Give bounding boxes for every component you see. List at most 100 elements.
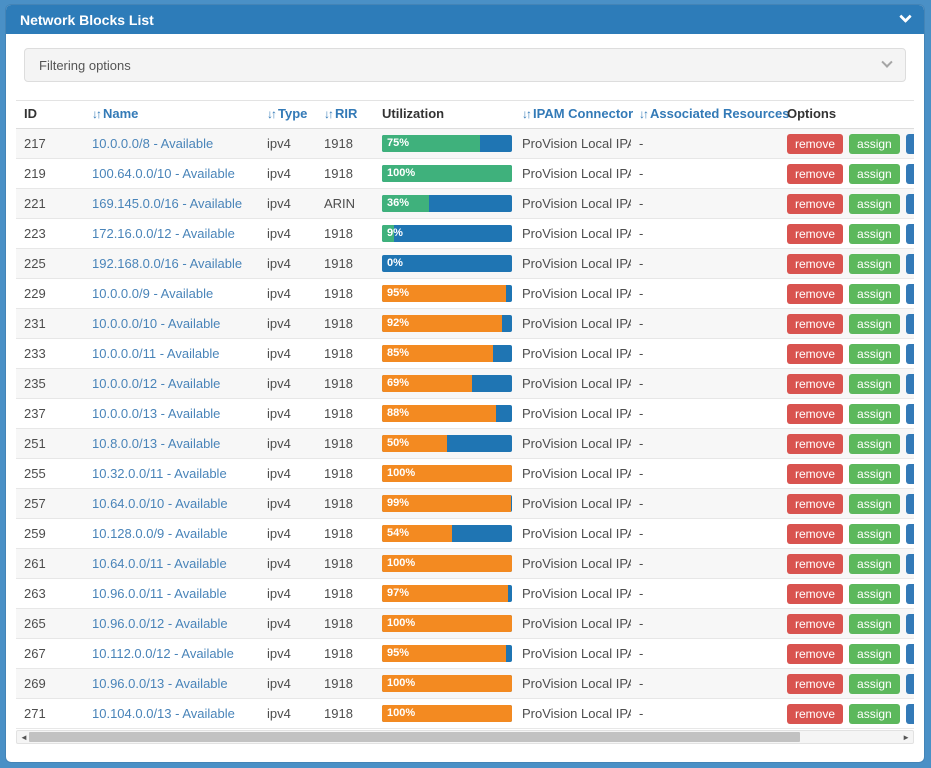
assign-button[interactable]: assign [849,523,900,544]
assign-button[interactable]: assign [849,463,900,484]
assign-button[interactable]: assign [849,283,900,304]
sync-button[interactable]: sync [905,493,914,514]
remove-button[interactable]: remove [787,523,844,544]
assign-button[interactable]: assign [849,193,900,214]
block-link[interactable]: 10.64.0.0/11 - Available [92,556,227,571]
remove-button[interactable]: remove [787,373,844,394]
remove-button[interactable]: remove [787,583,844,604]
block-link[interactable]: 192.168.0.0/16 - Available [92,256,243,271]
panel-header[interactable]: Network Blocks List [6,5,924,34]
sync-button[interactable]: sync [905,283,914,304]
column-header-ipam-connector[interactable]: ↓↑ IPAM Connector [514,100,633,129]
remove-button[interactable]: remove [787,343,844,364]
cell-rir: ARIN [316,188,374,219]
remove-button[interactable]: remove [787,643,844,664]
sync-button[interactable]: sync [905,253,914,274]
block-link[interactable]: 10.64.0.0/10 - Available [92,496,228,511]
remove-button[interactable]: remove [787,313,844,334]
table-row: 269 10.96.0.0/13 - Available ipv4 1918 100% P… [16,668,914,699]
column-header-associated-resources[interactable]: ↓↑ Associated Resources [631,100,789,129]
assign-button[interactable]: assign [849,343,900,364]
assign-button[interactable]: assign [849,703,900,724]
sync-button[interactable]: sync [905,313,914,334]
remove-button[interactable]: remove [787,253,844,274]
remove-button[interactable]: remove [787,403,844,424]
remove-button[interactable]: remove [787,553,844,574]
remove-button[interactable]: remove [787,673,844,694]
remove-button[interactable]: remove [787,433,844,454]
remove-button[interactable]: remove [787,613,844,634]
remove-button[interactable]: remove [787,223,844,244]
assign-button[interactable]: assign [849,133,900,154]
block-link[interactable]: 10.96.0.0/13 - Available [92,676,228,691]
sync-button[interactable]: sync [905,343,914,364]
block-link[interactable]: 10.104.0.0/13 - Available [92,706,235,721]
column-header-type[interactable]: ↓↑ Type [259,100,316,129]
sync-button[interactable]: sync [905,553,914,574]
block-link[interactable]: 10.0.0.0/11 - Available [92,346,220,361]
sync-button[interactable]: sync [905,403,914,424]
sync-button[interactable]: sync [905,163,914,184]
collapse-chevron-icon[interactable] [899,10,912,24]
block-link[interactable]: 100.64.0.0/10 - Available [92,166,235,181]
sync-button[interactable]: sync [905,583,914,604]
sync-button[interactable]: sync [905,463,914,484]
scroll-right-arrow-icon[interactable]: ► [902,733,910,742]
block-link[interactable]: 10.8.0.0/13 - Available [92,436,221,451]
block-link[interactable]: 10.96.0.0/12 - Available [92,616,228,631]
block-link[interactable]: 10.0.0.0/13 - Available [92,406,221,421]
assign-button[interactable]: assign [849,643,900,664]
block-link[interactable]: 10.0.0.0/12 - Available [92,376,221,391]
block-link[interactable]: 172.16.0.0/12 - Available [92,226,235,241]
sync-button[interactable]: sync [905,703,914,724]
column-header-rir[interactable]: ↓↑ RIR [316,100,374,129]
sync-button[interactable]: sync [905,193,914,214]
block-link[interactable]: 10.96.0.0/11 - Available [92,586,227,601]
assign-button[interactable]: assign [849,223,900,244]
cell-rir: 1918 [316,248,374,279]
assign-button[interactable]: assign [849,673,900,694]
remove-button[interactable]: remove [787,463,844,484]
assign-button[interactable]: assign [849,163,900,184]
block-link[interactable]: 10.0.0.0/9 - Available [92,286,214,301]
sync-button[interactable]: sync [905,373,914,394]
sync-button[interactable]: sync [905,133,914,154]
sync-button[interactable]: sync [905,223,914,244]
filtering-options-toggle[interactable]: Filtering options [24,48,906,82]
scroll-left-arrow-icon[interactable]: ◄ [20,733,28,742]
assign-button[interactable]: assign [849,313,900,334]
sync-button[interactable]: sync [905,523,914,544]
sync-button[interactable]: sync [905,613,914,634]
sync-button[interactable]: sync [905,643,914,664]
assign-button[interactable]: assign [849,373,900,394]
assign-button[interactable]: assign [849,253,900,274]
remove-button[interactable]: remove [787,163,844,184]
sync-button[interactable]: sync [905,433,914,454]
block-link[interactable]: 10.0.0.0/8 - Available [92,136,214,151]
assign-button[interactable]: assign [849,583,900,604]
assign-button[interactable]: assign [849,553,900,574]
cell-type: ipv4 [259,338,316,369]
assign-button[interactable]: assign [849,403,900,424]
block-link[interactable]: 10.128.0.0/9 - Available [92,526,228,541]
sync-button[interactable]: sync [905,673,914,694]
assign-button[interactable]: assign [849,493,900,514]
remove-button[interactable]: remove [787,133,844,154]
horizontal-scrollbar[interactable]: ◄ ► [16,730,914,744]
remove-button[interactable]: remove [787,703,844,724]
remove-button[interactable]: remove [787,283,844,304]
assign-button[interactable]: assign [849,433,900,454]
block-link[interactable]: 10.32.0.0/11 - Available [92,466,227,481]
scrollbar-thumb[interactable] [29,732,800,742]
cell-associated-resources: - [631,608,779,639]
block-link[interactable]: 10.112.0.0/12 - Available [92,646,234,661]
utilization-bar: 36% [382,195,512,212]
block-link[interactable]: 169.145.0.0/16 - Available [92,196,243,211]
remove-button[interactable]: remove [787,493,844,514]
remove-button[interactable]: remove [787,193,844,214]
column-header-name[interactable]: ↓↑ Name [84,100,259,129]
block-link[interactable]: 10.0.0.0/10 - Available [92,316,221,331]
assign-button[interactable]: assign [849,613,900,634]
